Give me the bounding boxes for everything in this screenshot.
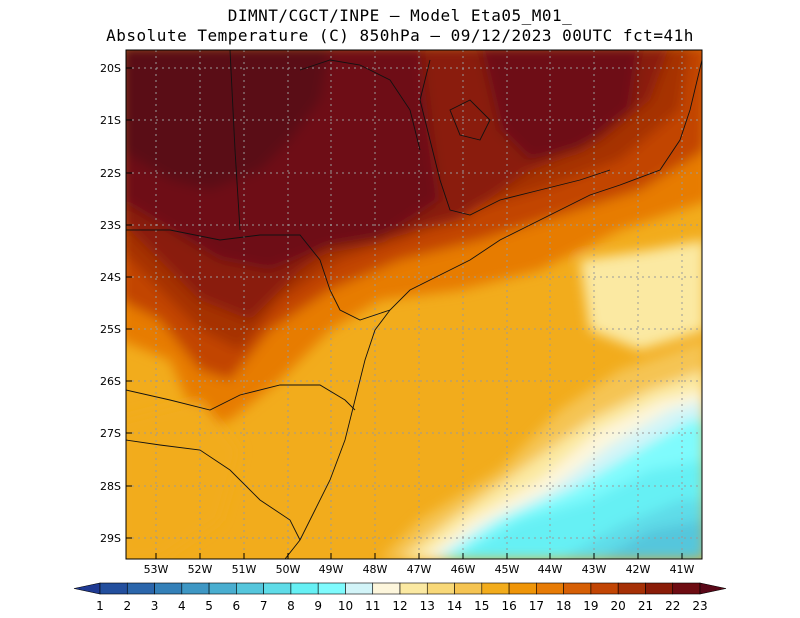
colorbar-swatch: [426, 582, 455, 595]
lon-label: 43W: [582, 563, 607, 576]
colorbar-swatch: [317, 582, 346, 595]
colorbar-label: 21: [638, 599, 653, 613]
temperature-field: [126, 50, 702, 559]
lat-label: 26S: [100, 375, 121, 388]
lat-label: 25S: [100, 323, 121, 336]
lat-label: 23S: [100, 219, 121, 232]
colorbar: 1 2 3 4 5 6 7 8 9 10 11 12 13 14 15 16 17 18 19 20 21 22 23: [73, 582, 727, 613]
colorbar-swatch: [672, 582, 701, 595]
lon-label: 49W: [319, 563, 344, 576]
colorbar-label: 7: [260, 599, 268, 613]
colorbar-label: 18: [556, 599, 571, 613]
colorbar-swatch: [645, 582, 674, 595]
colorbar-label: 2: [123, 599, 131, 613]
lon-label: 53W: [144, 563, 169, 576]
colorbar-label: 19: [583, 599, 598, 613]
lon-label: 41W: [670, 563, 695, 576]
colorbar-swatch: [126, 582, 155, 595]
colorbar-swatch: [372, 582, 401, 595]
colorbar-label: 23: [692, 599, 707, 613]
colorbar-swatch: [263, 582, 292, 595]
colorbar-label: 8: [287, 599, 295, 613]
colorbar-swatch: [536, 582, 564, 595]
lon-label: 52W: [188, 563, 213, 576]
lat-label: 29S: [100, 532, 121, 545]
colorbar-swatch: [236, 582, 264, 595]
colorbar-swatch: [563, 582, 592, 595]
colorbar-swatch: [290, 582, 319, 595]
map-title-line2: Absolute Temperature (C) 850hPa — 09/12/…: [106, 26, 694, 45]
colorbar-label: 12: [392, 599, 407, 613]
lat-label: 22S: [100, 167, 121, 180]
longitude-ticks: 53W 52W 51W 50W 49W 48W 47W 46W 45W 44W 43W 42W 41W: [144, 553, 695, 576]
colorbar-swatch: [399, 582, 428, 595]
map-title-line1: DIMNT/CGCT/INPE — Model Eta05_M01_: [227, 6, 573, 25]
colorbar-high-arrow: [699, 582, 727, 595]
colorbar-swatch: [181, 582, 210, 595]
colorbar-swatch: [508, 582, 537, 595]
colorbar-swatch: [208, 582, 237, 595]
colorbar-label: 6: [233, 599, 241, 613]
colorbar-label: 22: [665, 599, 680, 613]
lat-label: 28S: [100, 480, 121, 493]
colorbar-label: 13: [420, 599, 435, 613]
latitude-ticks: 20S 21S 22S 23S 24S 25S 26S 27S 28S 29S: [100, 62, 132, 545]
colorbar-label: 10: [338, 599, 353, 613]
colorbar-label: 9: [314, 599, 322, 613]
colorbar-label: 4: [178, 599, 186, 613]
colorbar-label: 11: [365, 599, 380, 613]
colorbar-label: 1: [96, 599, 104, 613]
colorbar-label: 16: [501, 599, 516, 613]
lat-label: 27S: [100, 427, 121, 440]
colorbar-swatch: [590, 582, 619, 595]
colorbar-swatch: [454, 582, 483, 595]
colorbar-swatch: [154, 582, 183, 595]
colorbar-label: 17: [529, 599, 544, 613]
colorbar-swatch: [617, 582, 646, 595]
colorbar-swatch: [99, 582, 128, 595]
lat-label: 21S: [100, 114, 121, 127]
colorbar-label: 20: [611, 599, 626, 613]
lon-label: 44W: [538, 563, 563, 576]
colorbar-label: 15: [474, 599, 489, 613]
lat-label: 24S: [100, 271, 121, 284]
plot-frame: [125, 49, 703, 560]
lon-label: 51W: [232, 563, 257, 576]
lat-label: 20S: [100, 62, 121, 75]
lon-label: 47W: [407, 563, 432, 576]
lon-label: 46W: [451, 563, 476, 576]
colorbar-low-arrow: [73, 582, 101, 595]
lon-label: 48W: [363, 563, 388, 576]
grid-lines: [126, 50, 702, 559]
colorbar-label: 5: [205, 599, 213, 613]
lon-label: 45W: [495, 563, 520, 576]
colorbar-label: 3: [151, 599, 159, 613]
lon-label: 42W: [626, 563, 651, 576]
colorbar-swatch: [345, 582, 374, 595]
boundaries: [126, 50, 702, 559]
lon-label: 50W: [276, 563, 301, 576]
colorbar-swatch: [481, 582, 510, 595]
colorbar-label: 14: [447, 599, 462, 613]
